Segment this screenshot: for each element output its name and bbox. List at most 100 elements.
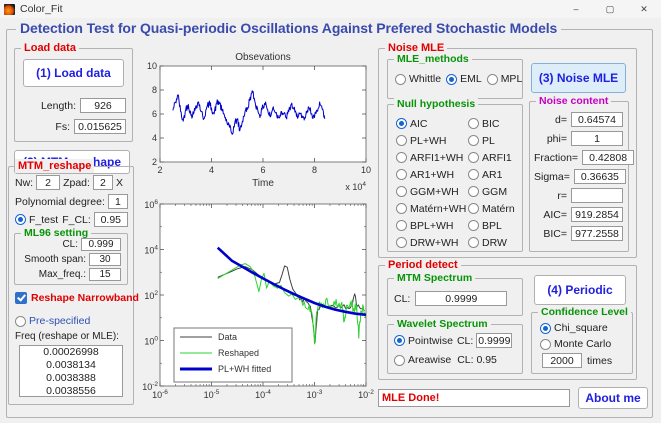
radio-option-drw-wh[interactable]: DRW+WH <box>396 237 468 249</box>
pre-specified-label: Pre-specified <box>29 315 91 327</box>
radio-option-pl[interactable]: PL <box>468 135 518 147</box>
radio-option-mat-rn-wh[interactable]: Matérn+WH <box>396 203 468 215</box>
radio-option-arfi1[interactable]: ARFI1 <box>468 152 518 164</box>
smooth-span-field[interactable] <box>89 253 121 266</box>
radio-icon-aic[interactable] <box>396 118 407 129</box>
period-detect-legend: Period detect <box>385 258 461 272</box>
radio-icon-ar1-wh[interactable] <box>396 169 407 180</box>
radio-icon-mat-rn-wh[interactable] <box>396 203 407 214</box>
load-data-button[interactable]: (1) Load data <box>23 59 124 87</box>
mle-methods-legend: MLE_methods <box>394 53 472 65</box>
svg-text:10: 10 <box>361 165 371 175</box>
fs-label: Fs: <box>55 120 70 133</box>
minimize-icon[interactable]: – <box>573 4 579 14</box>
radio-label-bpl-wh: BPL+WH <box>410 219 454 232</box>
noise-content-field-phi[interactable] <box>571 131 623 146</box>
pointwise-radio[interactable] <box>394 335 405 346</box>
svg-text:PL+WH fitted: PL+WH fitted <box>218 364 271 374</box>
svg-text:Reshaped: Reshaped <box>218 348 259 358</box>
reshape-narrowband-checkbox[interactable] <box>15 292 27 304</box>
noise-content-row: d= <box>534 112 623 127</box>
radio-icon-whittle[interactable] <box>395 73 406 85</box>
radio-icon-monte-carlo[interactable] <box>540 338 551 350</box>
radio-icon-drw-wh[interactable] <box>396 237 407 248</box>
freq-list-item[interactable]: 0.00026998 <box>43 346 99 358</box>
areawise-radio[interactable] <box>394 354 405 366</box>
radio-icon-pl-wh[interactable] <box>396 135 407 146</box>
radio-icon-chi-square[interactable] <box>540 322 551 334</box>
radio-option-bpl-wh[interactable]: BPL+WH <box>396 220 468 232</box>
radio-option-mat-rn[interactable]: Matérn <box>468 203 518 215</box>
freq-list-item[interactable]: 0.0038134 <box>46 359 96 371</box>
radio-icon-mat-rn[interactable] <box>468 203 479 214</box>
radio-option-drw[interactable]: DRW <box>468 237 518 249</box>
zpad-field[interactable] <box>92 175 113 190</box>
freq-list-item[interactable]: 0.0038556 <box>46 385 96 397</box>
noise-mle-button[interactable]: (3) Noise MLE <box>531 63 626 93</box>
pointwise-cl-field[interactable] <box>476 333 513 348</box>
radio-icon-arfi1-wh[interactable] <box>396 152 407 163</box>
noise-content-field-sigma[interactable] <box>573 169 626 184</box>
radio-option-chi-square[interactable]: Chi_square <box>540 322 611 334</box>
radio-option-bic[interactable]: BIC <box>468 118 518 130</box>
maximize-icon[interactable]: ▢ <box>605 4 615 14</box>
length-field[interactable] <box>80 98 126 113</box>
radio-icon-arfi1[interactable] <box>468 152 479 163</box>
wavelet-spectrum-group: Wavelet Spectrum Pointwise CL: Areawise … <box>387 318 523 374</box>
about-me-button[interactable]: About me <box>578 387 648 409</box>
noise-content-field-bic[interactable] <box>571 226 623 241</box>
mc-times-field[interactable] <box>542 353 582 368</box>
radio-option-arfi1-wh[interactable]: ARFI1+WH <box>396 152 468 164</box>
ml96-legend: ML96 setting <box>21 227 92 239</box>
freq-listbox[interactable]: 0.00026998 0.0038134 0.0038388 0.0038556 <box>19 345 123 397</box>
radio-icon-mpl[interactable] <box>486 73 498 85</box>
radio-icon-ar1[interactable] <box>468 169 479 180</box>
status-field[interactable]: MLE Done! <box>378 389 570 407</box>
radio-option-whittle[interactable]: Whittle <box>395 73 441 85</box>
radio-option-aic[interactable]: AIC <box>396 118 468 130</box>
radio-option-monte-carlo[interactable]: Monte Carlo <box>540 338 611 350</box>
radio-icon-drw[interactable] <box>468 237 479 248</box>
poly-degree-field[interactable] <box>107 194 128 209</box>
svg-text:104: 104 <box>144 245 158 256</box>
radio-icon-ggm[interactable] <box>468 186 479 197</box>
close-icon[interactable]: ✕ <box>640 4 648 14</box>
radio-option-ggm[interactable]: GGM <box>468 186 518 198</box>
radio-label-aic: AIC <box>410 117 428 130</box>
radio-label-pl: PL <box>482 134 495 147</box>
radio-option-ar1[interactable]: AR1 <box>468 169 518 181</box>
radio-option-mpl[interactable]: MPL <box>486 73 522 85</box>
radio-label-ggm-wh: GGM+WH <box>410 185 459 198</box>
mtm-cl-field[interactable] <box>415 291 508 306</box>
radio-icon-bic[interactable] <box>468 118 479 129</box>
radio-option-ar1-wh[interactable]: AR1+WH <box>396 169 468 181</box>
radio-icon-eml[interactable] <box>446 73 458 85</box>
radio-icon-bpl[interactable] <box>468 220 479 231</box>
noise-content-field-r[interactable] <box>571 188 623 203</box>
noise-content-field-d[interactable] <box>571 112 623 127</box>
radio-label-ar1-wh: AR1+WH <box>410 168 455 181</box>
noise-content-group: Noise content d= phi= Fraction= Sigma= r= AIC… <box>529 95 635 252</box>
fcl-field[interactable] <box>93 212 128 227</box>
radio-label-arfi1-wh: ARFI1+WH <box>410 151 464 164</box>
ftest-radio[interactable] <box>15 214 26 225</box>
radio-icon-pl[interactable] <box>468 135 479 146</box>
radio-label-mat-rn-wh: Matérn+WH <box>410 202 467 215</box>
radio-icon-bpl-wh[interactable] <box>396 220 407 231</box>
radio-option-pl-wh[interactable]: PL+WH <box>396 135 468 147</box>
nw-field[interactable] <box>36 175 61 190</box>
noise-content-field-aic[interactable] <box>571 207 623 222</box>
noise-content-field-fraction[interactable] <box>582 150 635 165</box>
fs-field[interactable] <box>74 119 126 134</box>
freq-list-item[interactable]: 0.0038388 <box>46 372 96 384</box>
pre-specified-radio[interactable] <box>15 315 26 327</box>
radio-icon-ggm-wh[interactable] <box>396 186 407 197</box>
radio-option-bpl[interactable]: BPL <box>468 220 518 232</box>
periodic-button[interactable]: (4) Periodic <box>534 275 626 305</box>
radio-option-ggm-wh[interactable]: GGM+WH <box>396 186 468 198</box>
radio-option-eml[interactable]: EML <box>446 73 482 85</box>
ml96-cl-field[interactable] <box>81 238 121 251</box>
noise-content-legend: Noise content <box>536 95 612 107</box>
null-hypothesis-group: Null hypothesis AIC BIC PL+WH PL ARFI1+WH ARF… <box>387 98 523 252</box>
max-freq-field[interactable] <box>89 268 121 281</box>
